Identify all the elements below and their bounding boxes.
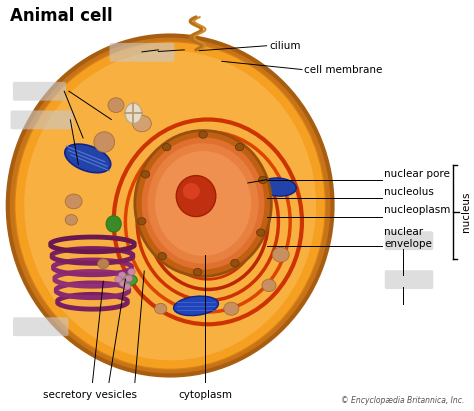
Ellipse shape — [106, 216, 121, 232]
Ellipse shape — [24, 51, 316, 360]
Ellipse shape — [65, 194, 82, 209]
FancyBboxPatch shape — [13, 317, 68, 336]
Ellipse shape — [147, 143, 259, 264]
Text: nuclear pore: nuclear pore — [384, 169, 450, 178]
Ellipse shape — [115, 276, 122, 282]
Ellipse shape — [117, 274, 137, 286]
Ellipse shape — [65, 215, 77, 225]
Ellipse shape — [15, 42, 326, 369]
Text: nucleoplasm: nucleoplasm — [384, 206, 451, 215]
Text: cytoplasm: cytoplasm — [178, 390, 232, 400]
Text: secretory vesicles: secretory vesicles — [43, 390, 137, 400]
Ellipse shape — [125, 275, 133, 282]
Ellipse shape — [193, 268, 202, 276]
Ellipse shape — [176, 175, 216, 217]
Text: nucleolus: nucleolus — [384, 187, 434, 197]
Text: Animal cell: Animal cell — [10, 7, 113, 25]
Ellipse shape — [118, 272, 126, 278]
Ellipse shape — [158, 252, 166, 260]
Text: cell membrane: cell membrane — [304, 65, 382, 75]
Ellipse shape — [272, 247, 289, 262]
Ellipse shape — [8, 35, 333, 376]
Ellipse shape — [133, 115, 151, 132]
Ellipse shape — [235, 143, 244, 151]
Text: cilium: cilium — [269, 41, 301, 51]
FancyBboxPatch shape — [10, 111, 73, 129]
Ellipse shape — [155, 303, 167, 314]
Ellipse shape — [108, 98, 124, 113]
FancyBboxPatch shape — [109, 43, 174, 62]
FancyBboxPatch shape — [385, 270, 433, 289]
Ellipse shape — [259, 176, 267, 184]
Ellipse shape — [119, 280, 127, 286]
Ellipse shape — [183, 183, 200, 199]
Ellipse shape — [123, 283, 131, 290]
Ellipse shape — [199, 131, 207, 139]
Ellipse shape — [261, 178, 296, 196]
Ellipse shape — [141, 171, 150, 178]
Ellipse shape — [262, 279, 276, 291]
Text: nuclear
envelope: nuclear envelope — [384, 227, 432, 249]
Ellipse shape — [155, 151, 251, 256]
Text: © Encyclopædia Britannica, Inc.: © Encyclopædia Britannica, Inc. — [341, 396, 465, 405]
Ellipse shape — [224, 302, 239, 315]
Ellipse shape — [125, 103, 142, 124]
Ellipse shape — [128, 268, 135, 275]
Ellipse shape — [65, 144, 111, 173]
Ellipse shape — [173, 296, 219, 316]
Text: nucleus: nucleus — [461, 192, 471, 232]
Ellipse shape — [135, 131, 271, 276]
FancyBboxPatch shape — [385, 231, 433, 250]
Ellipse shape — [98, 259, 109, 268]
Ellipse shape — [163, 143, 171, 151]
Ellipse shape — [256, 229, 265, 236]
Ellipse shape — [137, 217, 146, 225]
Ellipse shape — [94, 132, 115, 152]
Ellipse shape — [231, 259, 239, 267]
Ellipse shape — [141, 137, 265, 270]
FancyBboxPatch shape — [13, 82, 66, 101]
